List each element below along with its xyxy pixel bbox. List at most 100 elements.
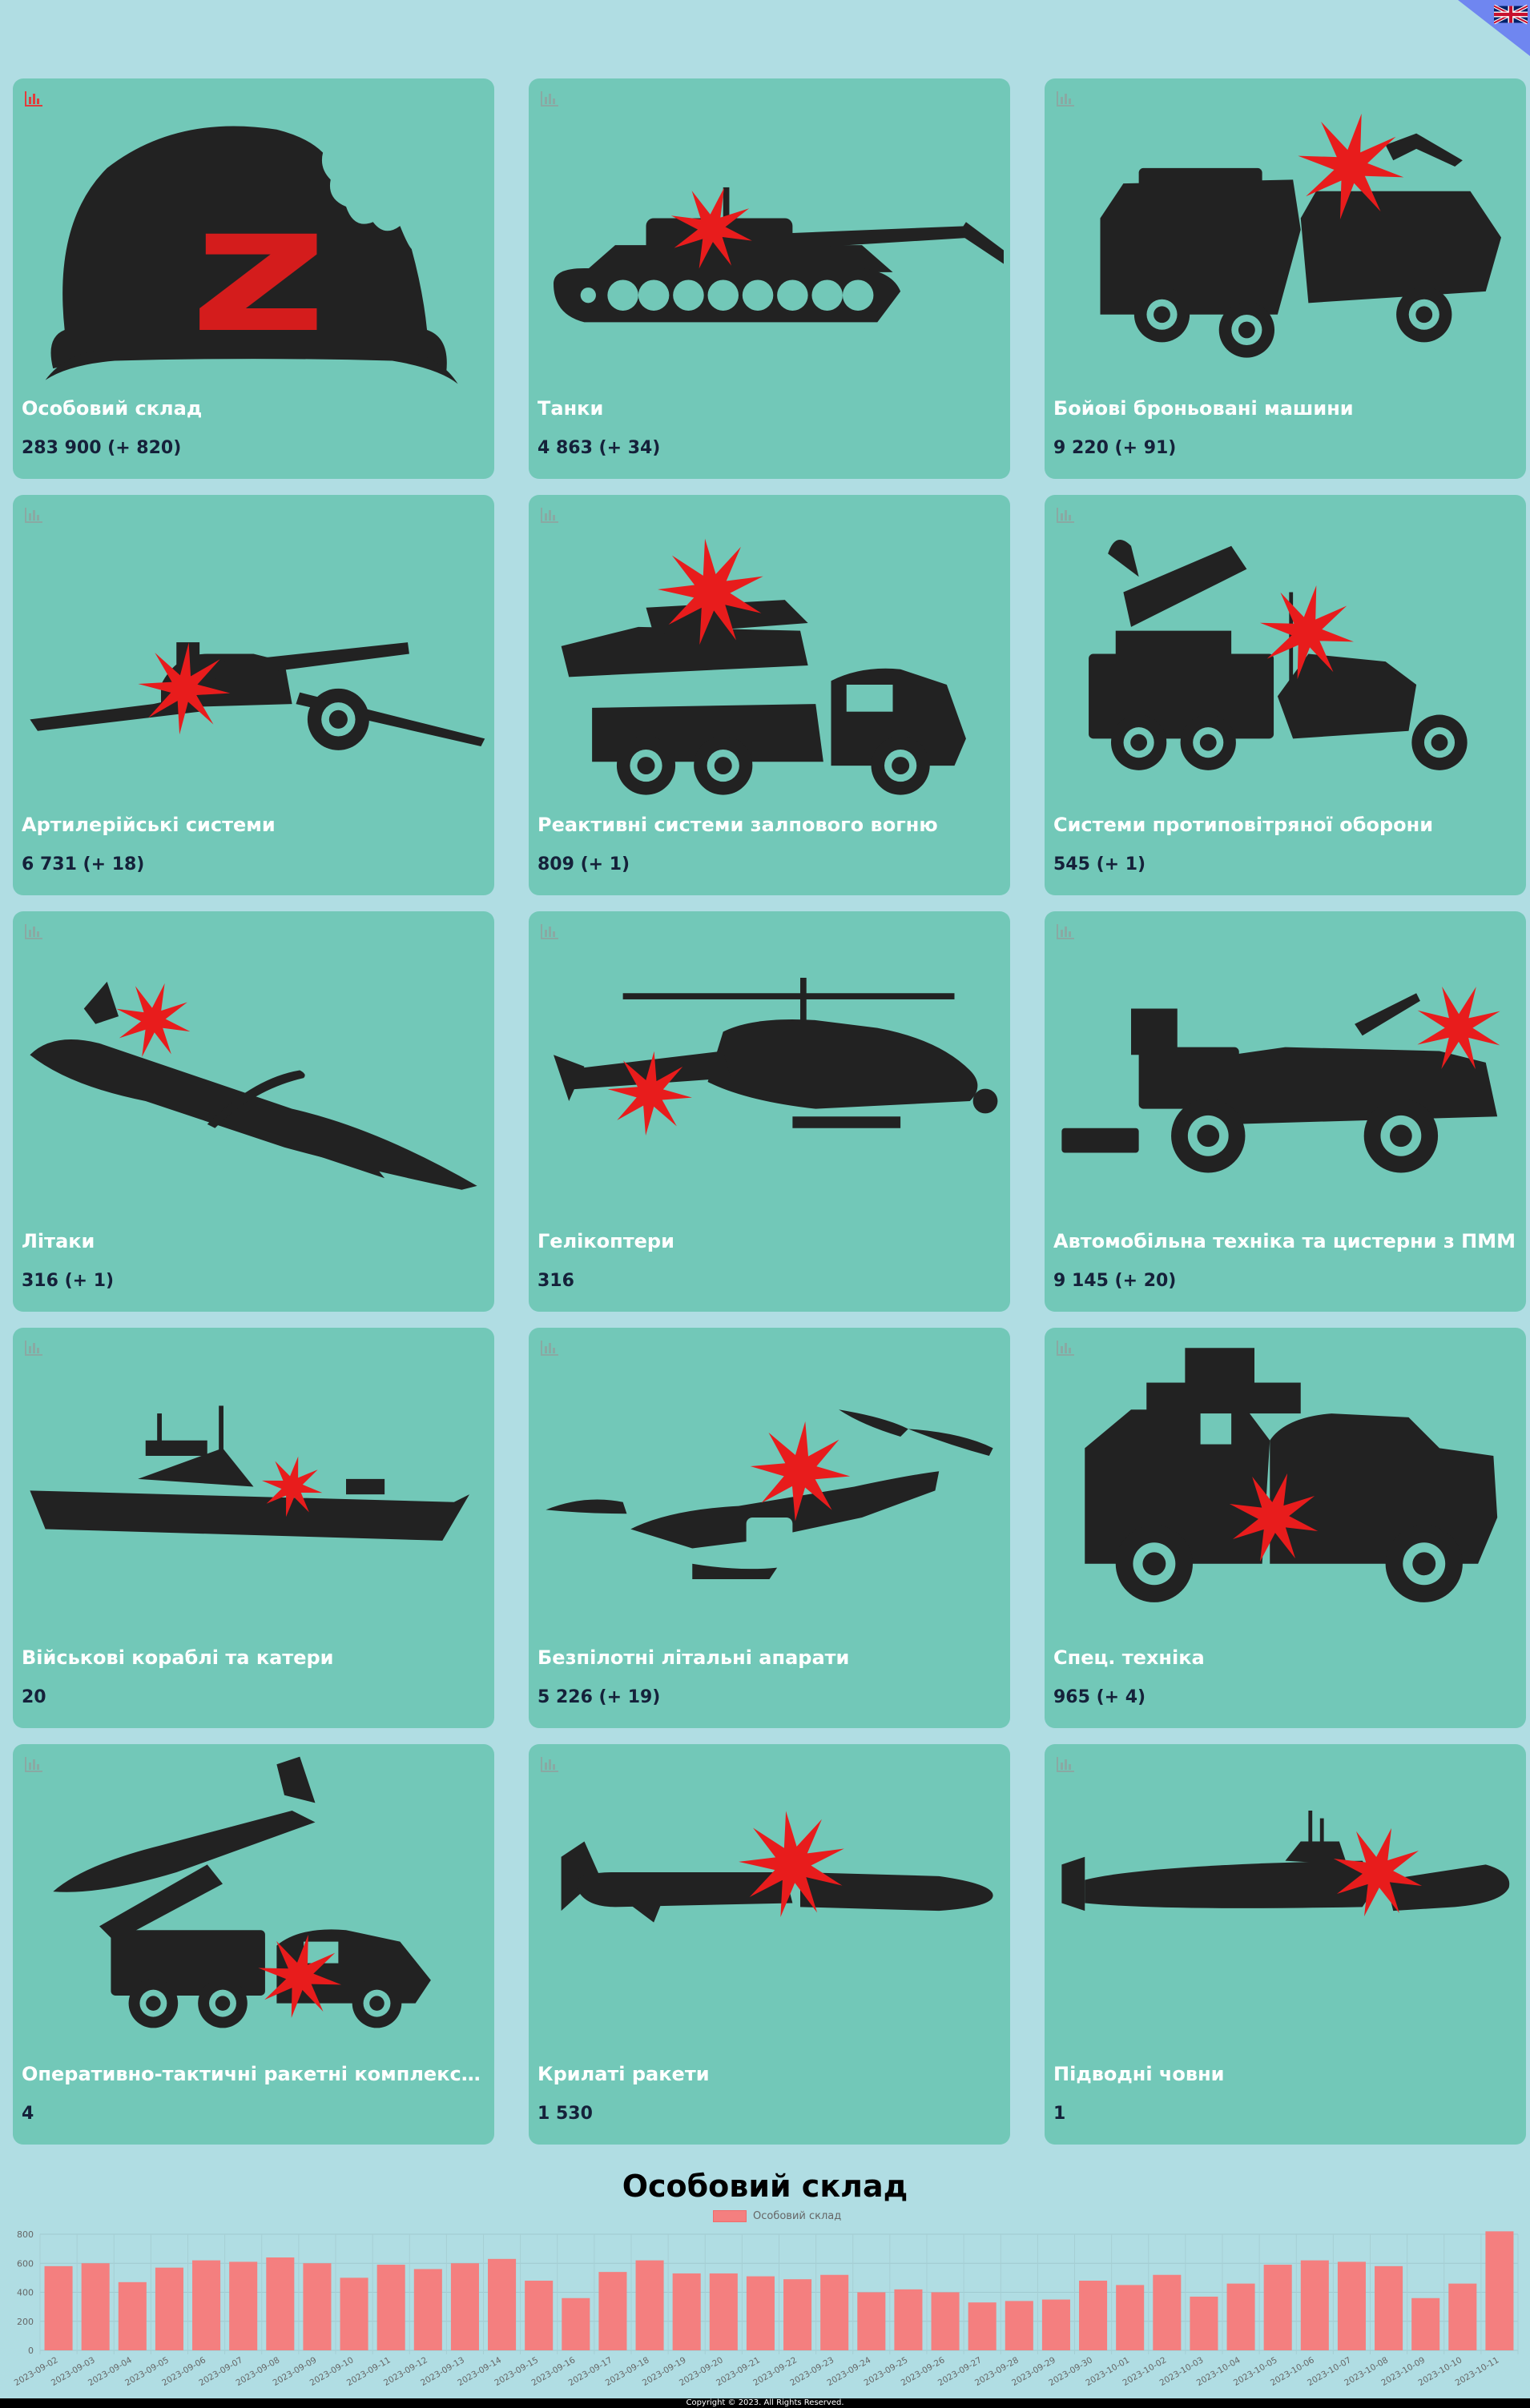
bar-chart-icon[interactable] — [1056, 923, 1075, 940]
card-value: 9 220 (+ 91) — [1053, 438, 1177, 458]
language-switch[interactable] — [1458, 0, 1530, 56]
card-title: Системи протиповітряної оборони — [1053, 814, 1434, 836]
footer: Copyright © 2023. All Rights Reserved. — [0, 2398, 1530, 2408]
uk-flag-icon[interactable] — [1494, 2, 1528, 26]
bar — [1263, 2265, 1292, 2350]
loss-card[interactable]: Літаки 316 (+ 1) — [13, 911, 494, 1312]
bar — [525, 2281, 554, 2350]
bar — [1041, 2299, 1070, 2350]
card-title: Спец. техніка — [1053, 1646, 1205, 1669]
helicopter-icon — [554, 978, 998, 1136]
bar — [709, 2273, 738, 2350]
armored-vehicle-icon — [1100, 113, 1501, 358]
chart-section: Особовий склад Особовий склад 0 200 400 600… — [0, 2154, 1530, 2398]
loss-card[interactable]: Реактивні системи залпового вогню 809 (+… — [529, 495, 1010, 895]
loss-card[interactable]: Автомобільна техніка та цистерни з ПММ 9… — [1045, 911, 1526, 1312]
warship-icon — [30, 1405, 469, 1541]
loss-card[interactable]: Крилаті ракети 1 530 — [529, 1744, 1010, 2145]
bar — [968, 2302, 997, 2350]
card-value: 809 (+ 1) — [538, 854, 630, 874]
bar — [1411, 2297, 1440, 2350]
loss-card[interactable]: Системи протиповітряної оборони 545 (+ 1… — [1045, 495, 1526, 895]
bar — [1300, 2260, 1329, 2350]
loss-card[interactable]: Безпілотні літальні апарати 5 226 (+ 19) — [529, 1328, 1010, 1728]
card-title: Артилерійські системи — [22, 814, 276, 836]
mlrs-icon — [561, 538, 966, 795]
bar — [598, 2272, 627, 2350]
missile-launcher-icon — [53, 1756, 431, 2028]
chart-title: Особовий склад — [622, 2169, 908, 2204]
bar — [562, 2297, 590, 2350]
bar-chart-icon[interactable] — [1056, 506, 1075, 524]
bar-chart-icon[interactable] — [540, 506, 559, 524]
truck-icon — [1061, 986, 1500, 1173]
card-title: Військові кораблі та катери — [22, 1646, 334, 1669]
losses-grid: Особовий склад 283 900 (+ 820) Танки 4 8… — [13, 78, 1526, 2145]
bar-chart-icon[interactable] — [1056, 1755, 1075, 1773]
bar-chart-icon[interactable] — [24, 506, 43, 524]
bar-chart-icon[interactable] — [24, 1339, 43, 1357]
bar-chart-icon[interactable] — [540, 1755, 559, 1773]
bar — [413, 2269, 442, 2350]
bar-chart-icon[interactable] — [24, 90, 43, 107]
card-value: 4 — [22, 2104, 34, 2124]
card-value: 5 226 (+ 19) — [538, 1687, 661, 1707]
bar — [672, 2273, 701, 2350]
y-tick-label: 0 — [28, 2346, 34, 2356]
card-value: 283 900 (+ 820) — [22, 438, 182, 458]
loss-card[interactable]: Танки 4 863 (+ 34) — [529, 78, 1010, 479]
loss-card[interactable]: Артилерійські системи 6 731 (+ 18) — [13, 495, 494, 895]
card-value: 20 — [22, 1687, 46, 1707]
bar — [931, 2292, 960, 2350]
loss-card[interactable]: Бойові броньовані машини 9 220 (+ 91) — [1045, 78, 1526, 479]
card-title: Гелікоптери — [538, 1230, 674, 1252]
artillery-icon — [30, 642, 485, 750]
loss-card[interactable]: Особовий склад 283 900 (+ 820) — [13, 78, 494, 479]
card-value: 1 530 — [538, 2104, 593, 2124]
bar — [376, 2265, 405, 2350]
bar — [746, 2276, 775, 2350]
bar-chart: 02004006008002023-09-022023-09-032023-09… — [13, 2229, 1519, 2388]
y-tick-label: 600 — [17, 2258, 34, 2269]
card-value: 9 145 (+ 20) — [1053, 1271, 1177, 1291]
bar — [118, 2281, 147, 2350]
bar-chart-icon[interactable] — [1056, 1339, 1075, 1357]
legend-swatch — [713, 2210, 747, 2222]
loss-card[interactable]: Гелікоптери 316 — [529, 911, 1010, 1312]
drone-icon — [546, 1409, 993, 1579]
bar — [192, 2260, 221, 2350]
soldier-helmet-icon — [45, 126, 458, 384]
card-value: 4 863 (+ 34) — [538, 438, 661, 458]
bar-chart-icon[interactable] — [24, 1755, 43, 1773]
bar — [44, 2265, 73, 2350]
loss-card[interactable]: Оперативно-тактичні ракетні комплекси т.… — [13, 1744, 494, 2145]
bar — [1337, 2261, 1366, 2350]
loss-card[interactable]: Підводні човни 1 — [1045, 1744, 1526, 2145]
bar — [783, 2279, 812, 2350]
bar-chart-icon[interactable] — [540, 923, 559, 940]
bar — [266, 2257, 295, 2350]
card-title: Підводні човни — [1053, 2063, 1225, 2085]
loss-card[interactable]: Спец. техніка 965 (+ 4) — [1045, 1328, 1526, 1728]
bar-chart-icon[interactable] — [540, 90, 559, 107]
tank-icon — [554, 187, 1004, 323]
bar — [1005, 2301, 1033, 2350]
bar — [1226, 2283, 1255, 2350]
cruise-missile-icon — [561, 1811, 993, 1923]
chart-legend[interactable]: Особовий склад — [713, 2210, 841, 2222]
card-value: 6 731 (+ 18) — [22, 854, 145, 874]
loss-card[interactable]: Військові кораблі та катери 20 — [13, 1328, 494, 1728]
legend-label: Особовий склад — [753, 2210, 842, 2222]
bar — [1079, 2281, 1108, 2350]
bar — [1190, 2296, 1218, 2350]
bar-chart-icon[interactable] — [24, 923, 43, 940]
card-value: 545 (+ 1) — [1053, 854, 1146, 874]
special-vehicle-icon — [1085, 1348, 1498, 1602]
bar — [1448, 2283, 1477, 2350]
card-value: 316 (+ 1) — [22, 1271, 115, 1291]
bar-chart-icon[interactable] — [1056, 90, 1075, 107]
aircraft-icon — [30, 981, 477, 1190]
card-title: Безпілотні літальні апарати — [538, 1646, 850, 1669]
bar-chart-icon[interactable] — [540, 1339, 559, 1357]
card-value: 965 (+ 4) — [1053, 1687, 1146, 1707]
